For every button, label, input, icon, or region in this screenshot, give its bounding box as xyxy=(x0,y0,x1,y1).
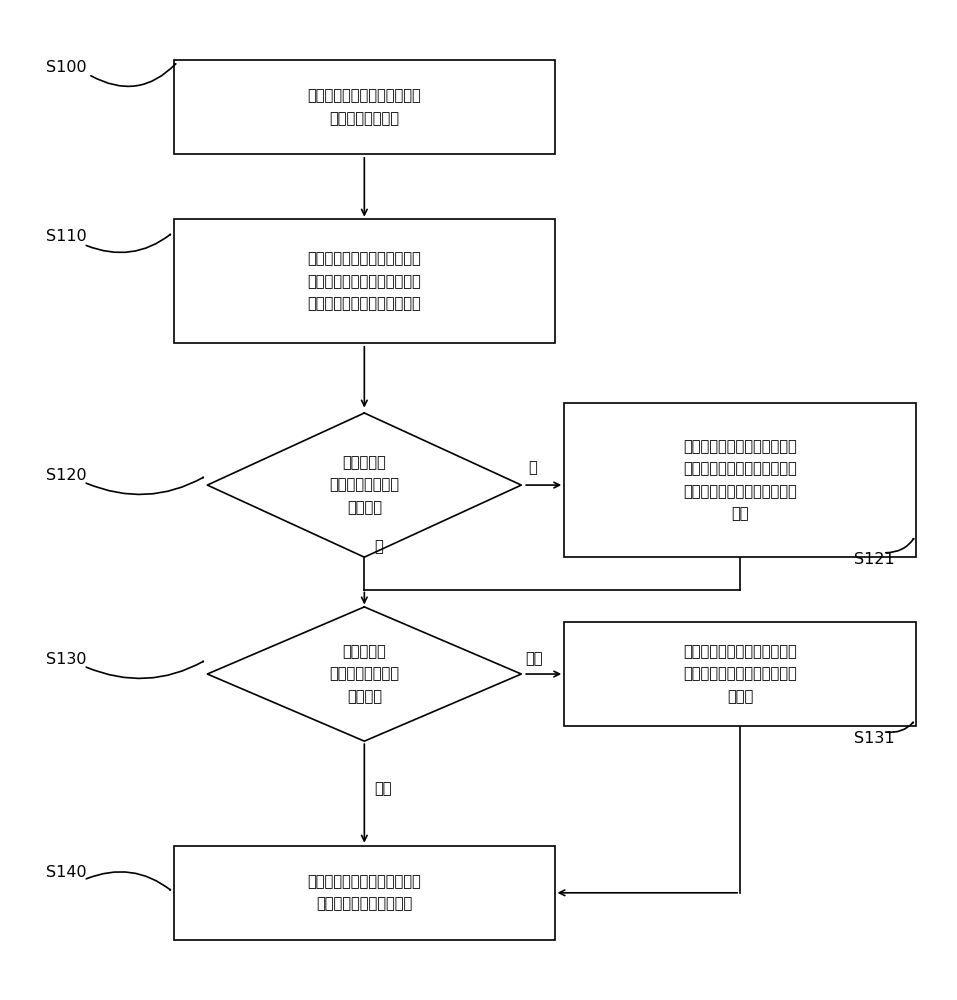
Polygon shape xyxy=(208,607,522,741)
Text: S140: S140 xyxy=(46,865,86,880)
FancyBboxPatch shape xyxy=(174,60,555,154)
Polygon shape xyxy=(208,413,522,557)
FancyBboxPatch shape xyxy=(564,622,916,726)
Text: S130: S130 xyxy=(46,652,86,667)
FancyArrowPatch shape xyxy=(885,722,913,732)
Text: 相等: 相等 xyxy=(374,781,391,796)
FancyBboxPatch shape xyxy=(174,219,555,343)
FancyArrowPatch shape xyxy=(885,539,914,553)
FancyBboxPatch shape xyxy=(174,846,555,940)
Text: 截取对应显示单元数量的字符
以显示单元位置关系分配至显
示单元: 截取对应显示单元数量的字符 以显示单元位置关系分配至显 示单元 xyxy=(683,644,797,704)
Text: 是: 是 xyxy=(528,460,537,475)
FancyArrowPatch shape xyxy=(91,64,175,86)
Text: S121: S121 xyxy=(855,552,895,567)
Text: 字符信息中的字符以显示单元
位置关系分配至显示单元: 字符信息中的字符以显示单元 位置关系分配至显示单元 xyxy=(307,874,421,911)
Text: S131: S131 xyxy=(855,731,895,746)
FancyArrowPatch shape xyxy=(86,872,170,890)
FancyBboxPatch shape xyxy=(564,403,916,557)
Text: 重新侦测预设范围内的显示单
元获得其第三数量并根据显示
反馈的坐标信息产生第二位置
关系: 重新侦测预设范围内的显示单 元获得其第三数量并根据显示 反馈的坐标信息产生第二位… xyxy=(683,439,797,521)
FancyArrowPatch shape xyxy=(86,661,203,678)
Text: 不等: 不等 xyxy=(525,651,543,666)
FancyArrowPatch shape xyxy=(86,477,203,494)
Text: 侦测预设范围内的显示单元获
得其第二数量并根据显示反馈
的坐标信息产生第一位置关系: 侦测预设范围内的显示单元获 得其第二数量并根据显示反馈 的坐标信息产生第一位置关… xyxy=(307,252,421,311)
Text: 比较第一数
量与显示单元数量
大小关系: 比较第一数 量与显示单元数量 大小关系 xyxy=(329,644,399,704)
Text: 否: 否 xyxy=(374,539,383,554)
Text: S100: S100 xyxy=(46,60,86,75)
Text: 是否有显示
单元故障或者离开
预设范围: 是否有显示 单元故障或者离开 预设范围 xyxy=(329,455,399,515)
Text: 编辑具有第一数量且以第一顺
序排列的字符信息: 编辑具有第一数量且以第一顺 序排列的字符信息 xyxy=(307,89,421,126)
Text: S120: S120 xyxy=(46,468,86,483)
Text: S110: S110 xyxy=(46,229,86,244)
FancyArrowPatch shape xyxy=(86,234,170,252)
